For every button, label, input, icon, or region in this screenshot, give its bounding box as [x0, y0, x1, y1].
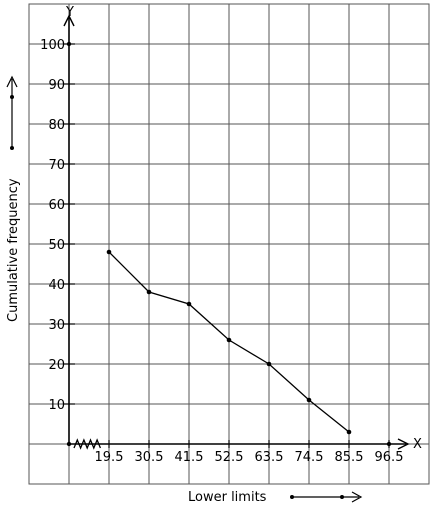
- y-tick-label: 40: [48, 278, 65, 293]
- y-tick-label: 20: [48, 358, 65, 373]
- y-axis-arrowhead: [63, 14, 75, 27]
- x-direction-arrow: [290, 491, 363, 503]
- data-point: [306, 397, 312, 403]
- data-point: [106, 249, 112, 255]
- y-axis-label: Cumulative frequency: [6, 178, 21, 322]
- origin-point: [66, 441, 72, 447]
- x-tick-label: 96.5: [375, 450, 404, 465]
- y-tick-label: 70: [48, 158, 65, 173]
- y-direction-arrow: [6, 75, 18, 150]
- x-tick-label: 41.5: [175, 450, 204, 465]
- data-point: [146, 289, 152, 295]
- y-tick-label: 10: [48, 398, 65, 413]
- data-point: [266, 361, 272, 367]
- x-axis-break: [73, 438, 102, 450]
- y-axis-letter: Y: [65, 5, 74, 20]
- y-max-point: [66, 41, 72, 47]
- x-axis-label: Lower limits: [188, 490, 267, 505]
- series: [106, 249, 352, 435]
- x-axis-arrowhead: [397, 438, 410, 450]
- data-point: [226, 337, 232, 343]
- x-axis-letter: X: [413, 437, 422, 452]
- y-tick-label: 80: [48, 118, 65, 133]
- x-tick-label: 63.5: [255, 450, 284, 465]
- x-tick-label: 19.5: [95, 450, 124, 465]
- y-tick-label: 90: [48, 78, 65, 93]
- grid: [28, 3, 430, 485]
- x-tick-label: 85.5: [335, 450, 364, 465]
- tick-labels: 10 20 30 40 50 60 70 80 90 100 19.5 30.5 41.5 52.5 63.…: [40, 38, 403, 465]
- axes: [63, 14, 410, 450]
- data-point: [186, 301, 192, 307]
- y-tick-label: 30: [48, 318, 65, 333]
- data-point: [346, 429, 352, 435]
- y-tick-label: 50: [48, 238, 65, 253]
- x-end-point: [386, 441, 392, 447]
- y-tick-label: 100: [40, 38, 65, 53]
- x-tick-label: 30.5: [135, 450, 164, 465]
- x-tick-label: 74.5: [295, 450, 324, 465]
- y-tick-label: 60: [48, 198, 65, 213]
- x-tick-label: 52.5: [215, 450, 244, 465]
